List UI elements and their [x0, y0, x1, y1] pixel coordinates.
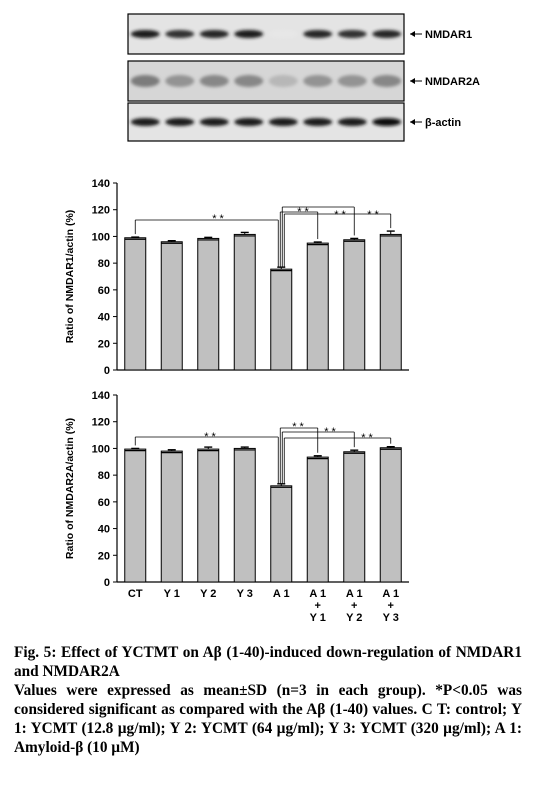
bar — [306, 242, 329, 371]
x-tick-label: Y 1 — [164, 588, 180, 600]
blot-band — [199, 118, 229, 126]
y-tick-label: 120 — [92, 205, 110, 217]
figure-caption: Fig. 5: Effect of YCTMT on Aβ (1-40)-ind… — [14, 643, 522, 757]
significance-mark: * * — [297, 206, 309, 218]
blot-band — [303, 75, 333, 87]
y-axis-label: Ratio of NMDAR2A/actin (%) — [64, 418, 76, 559]
bar — [160, 241, 183, 371]
bar — [270, 268, 293, 371]
western-blot: NMDAR1 NMDAR2A β-actin — [127, 13, 480, 142]
y-tick-label: 20 — [98, 550, 110, 562]
bar — [233, 447, 256, 583]
y-tick-label: 140 — [92, 178, 110, 190]
y-tick-label: 140 — [92, 390, 110, 402]
blot-label: β-actin — [425, 117, 461, 129]
bar — [124, 448, 147, 583]
blot-label: NMDAR2A — [425, 76, 480, 88]
blot-band — [303, 118, 333, 126]
blot-band — [199, 75, 229, 87]
y-tick-label: 100 — [92, 231, 110, 243]
significance-mark: * * — [292, 421, 304, 433]
y-tick-label: 20 — [98, 338, 110, 350]
y-axis-label: Ratio of NMDAR1/actin (%) — [64, 210, 76, 344]
x-tick-label: A 1 — [346, 588, 363, 600]
blot-band — [268, 118, 298, 126]
blot-band — [165, 118, 195, 126]
significance-mark: * * — [367, 209, 379, 221]
chart-1: 0 20 40 60 80 100 120 140 Ratio of NMDAR1/actin … — [64, 178, 409, 377]
blot-band — [165, 30, 195, 38]
x-tick-label: CT — [128, 588, 143, 600]
bar — [343, 451, 366, 583]
blot-band — [337, 118, 367, 126]
bar — [379, 447, 402, 583]
blot-band — [130, 30, 160, 38]
blot-arrow-head — [410, 78, 415, 84]
y-tick-label: 40 — [98, 524, 110, 536]
x-tick-label: A 1 — [273, 588, 290, 600]
bar — [197, 237, 220, 371]
blot-band — [372, 118, 402, 126]
x-tick-label: A 1 — [382, 588, 399, 600]
blot-band — [130, 118, 160, 126]
blot-band — [199, 30, 229, 38]
blot-arrow-head — [410, 119, 415, 125]
x-tick-label: Y 3 — [383, 612, 399, 624]
y-tick-label: 80 — [98, 258, 110, 270]
y-tick-label: 80 — [98, 470, 110, 482]
y-tick-label: 0 — [104, 577, 110, 589]
x-tick-label: Y 1 — [310, 612, 326, 624]
x-tick-label: Y 2 — [200, 588, 216, 600]
caption-title: Fig. 5: Effect of YCTMT on Aβ (1-40)-ind… — [14, 644, 522, 680]
blot-band — [372, 75, 402, 87]
chart-2: 0 20 40 60 80 100 120 140 Ratio of NMDAR2A/actin… — [64, 390, 409, 624]
bar — [270, 485, 293, 583]
significance-mark: * * — [212, 213, 224, 225]
blot-band — [234, 118, 264, 126]
x-tick-label: + — [351, 600, 357, 612]
bar — [343, 239, 366, 371]
blot-band — [234, 30, 264, 38]
y-tick-label: 60 — [98, 497, 110, 509]
x-tick-label: Y 2 — [346, 612, 362, 624]
bar — [379, 233, 402, 371]
blot-label: NMDAR1 — [425, 29, 472, 41]
significance-mark: * * — [204, 431, 216, 443]
bar — [233, 233, 256, 371]
y-tick-label: 120 — [92, 417, 110, 429]
blot-band — [165, 75, 195, 87]
y-tick-label: 60 — [98, 285, 110, 297]
x-tick-label: + — [315, 600, 321, 612]
bar — [160, 450, 183, 583]
blot-band — [337, 75, 367, 87]
significance-mark: * * — [324, 426, 336, 438]
x-tick-label: A 1 — [309, 588, 326, 600]
x-tick-label: Y 3 — [237, 588, 253, 600]
significance-mark: * * — [361, 432, 373, 444]
blot-band — [372, 30, 402, 38]
blot-band — [268, 30, 298, 38]
y-tick-label: 100 — [92, 443, 110, 455]
bar-charts: 0 20 40 60 80 100 120 140 Ratio of NMDAR1/actin … — [64, 178, 409, 624]
y-tick-label: 40 — [98, 312, 110, 324]
blot-band — [130, 75, 160, 87]
blot-band — [303, 30, 333, 38]
blot-band — [268, 75, 298, 87]
bar — [197, 448, 220, 583]
y-tick-label: 0 — [104, 365, 110, 377]
blot-band — [234, 75, 264, 87]
bar — [124, 237, 147, 371]
blot-arrow-head — [410, 31, 415, 37]
blot-band — [337, 30, 367, 38]
significance-mark: * * — [334, 209, 346, 221]
x-tick-label: + — [388, 600, 394, 612]
bar — [306, 456, 329, 583]
caption-body: Values were expressed as mean±SD (n=3 in… — [14, 682, 522, 756]
